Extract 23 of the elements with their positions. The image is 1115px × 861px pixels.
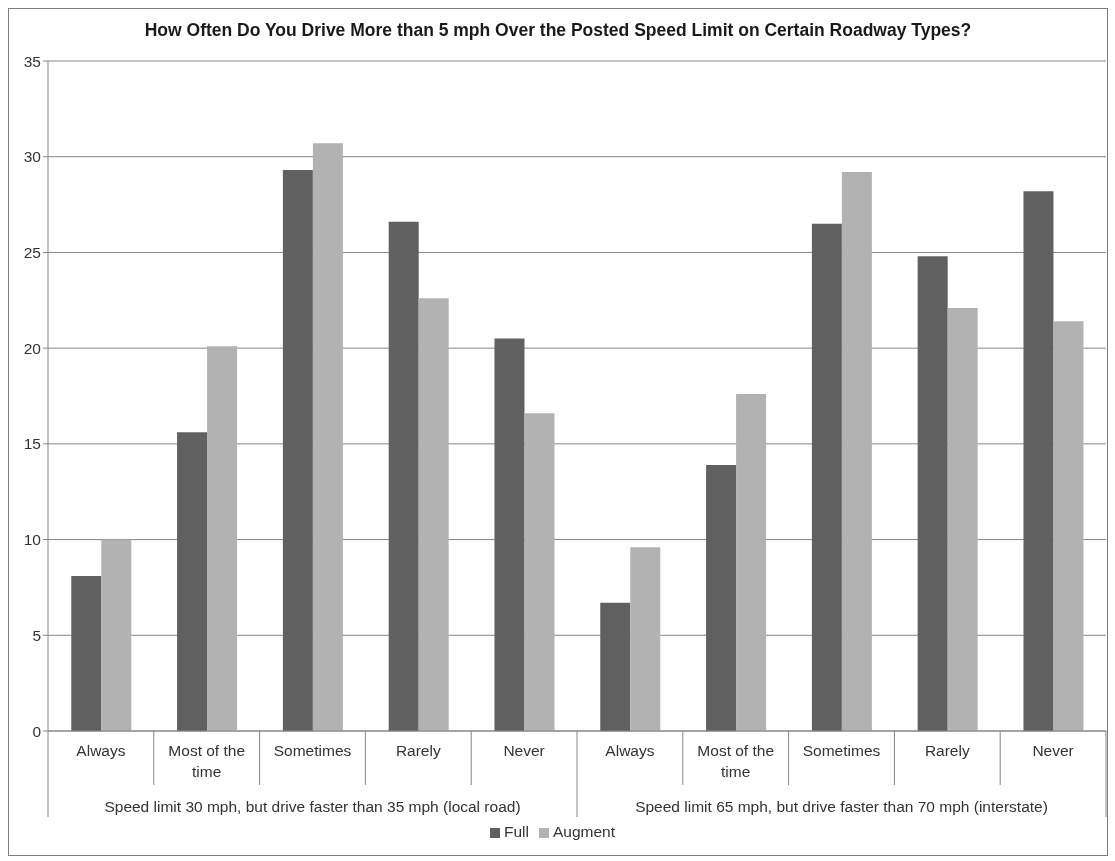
chart-title: How Often Do You Drive More than 5 mph Over the Posted Speed Limit on Certain Roadway Types? bbox=[143, 20, 973, 41]
legend-label: Full bbox=[503, 823, 529, 840]
y-tick-label: 20 bbox=[23, 339, 42, 357]
y-tick-label: 0 bbox=[32, 722, 42, 740]
y-tick-label: 5 bbox=[32, 626, 41, 644]
x-tick-label: Never bbox=[1032, 742, 1074, 759]
legend-label: Augment bbox=[552, 823, 616, 840]
x-tick-label: Rarely bbox=[924, 742, 970, 759]
y-tick-label: 35 bbox=[23, 52, 41, 70]
x-tick-label: Always bbox=[605, 742, 655, 759]
x-tick-label: Never bbox=[503, 742, 545, 759]
y-tick-label: 10 bbox=[23, 531, 42, 549]
x-tick-label: Sometimes bbox=[273, 742, 352, 759]
x-tick-label: Sometimes bbox=[802, 742, 881, 759]
y-tick-label: 15 bbox=[23, 435, 41, 453]
y-tick-label: 25 bbox=[23, 243, 41, 261]
y-tick-label: 30 bbox=[23, 148, 42, 166]
x-tick-label: Rarely bbox=[395, 742, 441, 759]
text: Speed limit 65 mph, but drive faster than 70 mph (interstate) bbox=[635, 798, 1048, 815]
x-tick-label: Most of the time bbox=[697, 742, 775, 780]
x-tick-label: Always bbox=[76, 742, 126, 759]
text: Speed limit 30 mph, but drive faster than 35 mph (local road) bbox=[104, 798, 521, 815]
x-tick-label: Most of the time bbox=[168, 742, 246, 780]
